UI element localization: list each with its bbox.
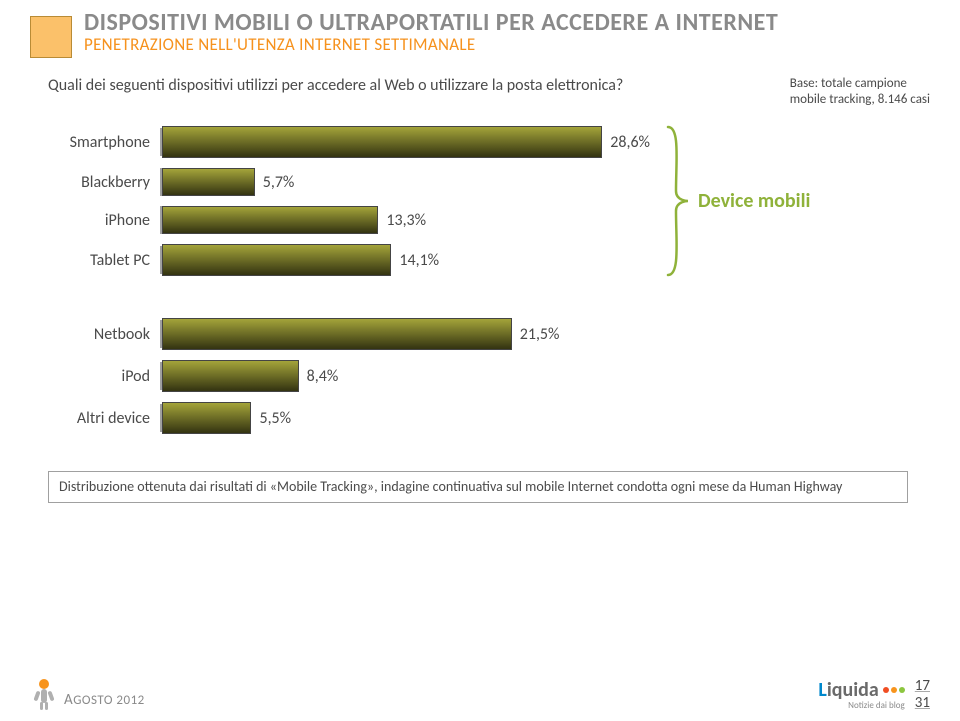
page-title: DISPOSITIVI MOBILI O ULTRAPORTATILI PER … (84, 10, 930, 36)
header-bullet-icon (30, 16, 72, 58)
liquida-logo-text: Liquida (818, 678, 904, 702)
category-label: Smartphone (50, 133, 160, 152)
chart-row: Tablet PC 14,1% (50, 239, 650, 281)
bar (162, 402, 251, 434)
category-label: iPod (50, 367, 160, 386)
bar (162, 168, 255, 196)
category-label: Altri device (50, 409, 160, 428)
brace-container: Device mobili (664, 121, 810, 281)
page-total: 31 (915, 695, 930, 712)
bars-group2: Netbook 21,5% iPod 8,4% Altri device 5,5% (50, 313, 650, 439)
bar-value: 21,5% (520, 325, 560, 344)
bar-track: 8,4% (160, 362, 650, 390)
bars-group1: Smartphone 28,6% Blackberry 5,7% iPhone 13,3%… (50, 121, 650, 281)
chart-row: Smartphone 28,6% (50, 121, 650, 163)
bar-track: 5,7% (160, 168, 650, 196)
bar-value: 5,7% (263, 173, 295, 192)
footer-date: AGOSTO 2012 (64, 691, 145, 709)
device-mobili-label: Device mobili (698, 189, 810, 213)
bar-track: 13,3% (160, 206, 650, 234)
chart-row: Blackberry 5,7% (50, 163, 650, 201)
bar-value: 5,5% (259, 409, 291, 428)
footer-right: Liquida Notizie dai blog 17 31 (818, 678, 930, 711)
bar-track: 21,5% (160, 320, 650, 348)
bar (162, 206, 378, 234)
footer-left: AGOSTO 2012 (30, 677, 145, 711)
person-icon (30, 677, 58, 711)
charts-area: Smartphone 28,6% Blackberry 5,7% iPhone 13,3%… (0, 107, 960, 439)
header: DISPOSITIVI MOBILI O ULTRAPORTATILI PER … (0, 0, 960, 58)
bar-value: 14,1% (399, 251, 439, 270)
liquida-dots-icon (883, 687, 905, 693)
category-label: Blackberry (50, 173, 160, 192)
dot-icon (891, 687, 897, 693)
dot-icon (899, 687, 905, 693)
bar (162, 360, 299, 392)
page-subtitle: PENETRAZIONE NELL'UTENZA INTERNET SETTIM… (84, 34, 930, 55)
category-label: iPhone (50, 211, 160, 230)
base-note: Base: totale campione mobile tracking, 8… (790, 76, 930, 107)
bar-track: 5,5% (160, 404, 650, 432)
bar-value: 28,6% (610, 133, 650, 152)
dot-icon (883, 687, 889, 693)
footer: AGOSTO 2012 Liquida Notizie dai blog 17 … (0, 661, 960, 715)
liquida-logo: Liquida Notizie dai blog (818, 678, 904, 711)
slide: DISPOSITIVI MOBILI O ULTRAPORTATILI PER … (0, 0, 960, 721)
bar-track: 14,1% (160, 246, 650, 274)
liquida-tagline: Notizie dai blog (848, 700, 905, 711)
question-row: Quali dei seguenti dispositivi utilizzi … (48, 76, 930, 107)
bar-value: 13,3% (386, 211, 426, 230)
category-label: Tablet PC (50, 251, 160, 270)
page-number: 17 31 (915, 678, 930, 711)
chart-row: iPod 8,4% (50, 355, 650, 397)
chart-row: Altri device 5,5% (50, 397, 650, 439)
chart-row: iPhone 13,3% (50, 201, 650, 239)
bar (162, 244, 391, 276)
brace-icon (664, 121, 690, 281)
survey-question: Quali dei seguenti dispositivi utilizzi … (48, 76, 750, 95)
bar (162, 126, 602, 158)
base-line2: mobile tracking, 8.146 casi (790, 92, 930, 107)
bar-value: 8,4% (307, 367, 339, 386)
bar-track: 28,6% (160, 128, 650, 156)
chart-row: Netbook 21,5% (50, 313, 650, 355)
page-current: 17 (915, 678, 930, 695)
chart-group-other: Netbook 21,5% iPod 8,4% Altri device 5,5% (50, 313, 920, 439)
caption-box: Distribuzione ottenuta dai risultati di … (48, 471, 908, 503)
base-line1: Base: totale campione (790, 76, 907, 91)
category-label: Netbook (50, 325, 160, 344)
bar (162, 318, 512, 350)
titles: DISPOSITIVI MOBILI O ULTRAPORTATILI PER … (84, 10, 930, 55)
chart-group-devices: Smartphone 28,6% Blackberry 5,7% iPhone 13,3%… (50, 121, 920, 281)
